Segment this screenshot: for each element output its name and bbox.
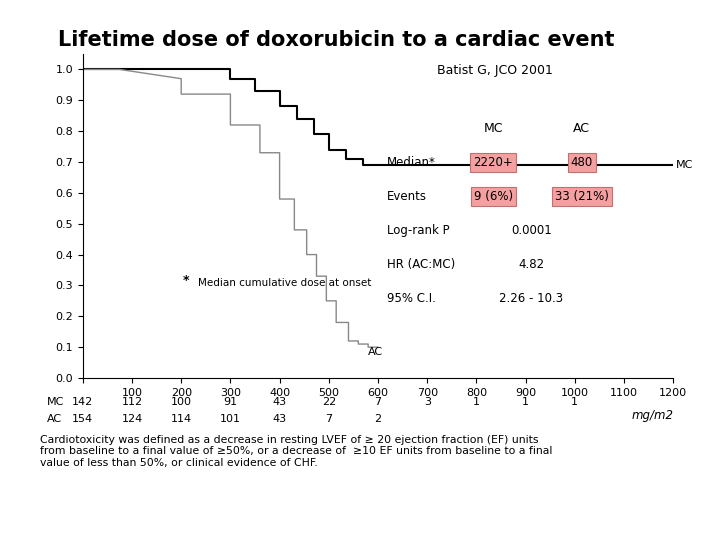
Text: MC: MC: [483, 122, 503, 135]
Text: 480: 480: [570, 156, 593, 169]
Text: 22: 22: [322, 397, 336, 407]
Text: 154: 154: [72, 414, 94, 423]
Text: mg/m2: mg/m2: [631, 409, 673, 422]
Text: 2: 2: [374, 414, 382, 423]
Text: 1: 1: [571, 397, 578, 407]
Text: 2.26 - 10.3: 2.26 - 10.3: [500, 292, 564, 305]
Text: 95% C.I.: 95% C.I.: [387, 292, 436, 305]
Text: 91: 91: [223, 397, 238, 407]
Text: 2220+: 2220+: [473, 156, 513, 169]
Text: MC: MC: [47, 397, 64, 407]
Text: 112: 112: [122, 397, 143, 407]
Text: 100: 100: [171, 397, 192, 407]
Text: 142: 142: [72, 397, 94, 407]
Text: 124: 124: [122, 414, 143, 423]
Text: 4.82: 4.82: [518, 258, 544, 271]
Text: AC: AC: [368, 347, 383, 357]
Text: 9 (6%): 9 (6%): [474, 190, 513, 203]
Text: 0.0001: 0.0001: [511, 224, 552, 237]
Text: 101: 101: [220, 414, 241, 423]
Text: Log-rank P: Log-rank P: [387, 224, 449, 237]
Text: 114: 114: [171, 414, 192, 423]
Text: 1: 1: [522, 397, 529, 407]
Text: 43: 43: [273, 414, 287, 423]
Text: Cardiotoxicity was defined as a decrease in resting LVEF of ≥ 20 ejection fracti: Cardiotoxicity was defined as a decrease…: [40, 435, 552, 468]
Text: MC: MC: [676, 160, 693, 170]
Text: Batist G, JCO 2001: Batist G, JCO 2001: [437, 64, 553, 77]
Text: HR (AC:MC): HR (AC:MC): [387, 258, 455, 271]
Text: Lifetime dose of doxorubicin to a cardiac event: Lifetime dose of doxorubicin to a cardia…: [58, 30, 614, 50]
Text: 3: 3: [423, 397, 431, 407]
Text: AC: AC: [573, 122, 590, 135]
Text: 33 (21%): 33 (21%): [554, 190, 608, 203]
Text: Median cumulative dose at onset: Median cumulative dose at onset: [198, 278, 372, 288]
Text: 7: 7: [325, 414, 333, 423]
Text: *: *: [183, 274, 189, 287]
Text: Events: Events: [387, 190, 427, 203]
Text: 7: 7: [374, 397, 382, 407]
Text: Median*: Median*: [387, 156, 436, 169]
Text: AC: AC: [47, 414, 62, 423]
Text: 43: 43: [273, 397, 287, 407]
Text: 1: 1: [473, 397, 480, 407]
